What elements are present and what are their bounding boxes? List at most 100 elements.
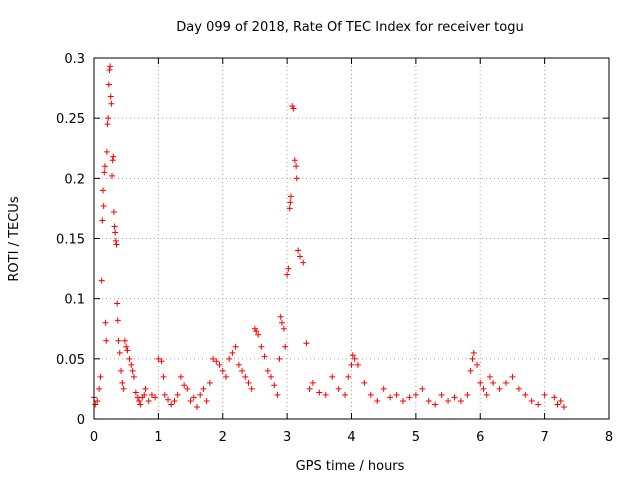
- x-tick-label: 5: [412, 430, 420, 445]
- data-point: [155, 355, 162, 362]
- data-point: [277, 313, 284, 320]
- data-point: [470, 349, 477, 356]
- data-point: [258, 343, 265, 350]
- x-tick-label: 1: [154, 430, 162, 445]
- data-point: [181, 382, 188, 389]
- data-point: [142, 385, 149, 392]
- x-tick-label: 0: [90, 430, 98, 445]
- data-point: [194, 403, 200, 410]
- data-point: [295, 247, 302, 254]
- grid-lines: [94, 58, 609, 419]
- data-point: [297, 253, 303, 260]
- data-point: [109, 157, 116, 164]
- data-point: [219, 367, 226, 374]
- data-point: [129, 367, 136, 374]
- data-point: [109, 172, 116, 179]
- data-point: [293, 163, 300, 170]
- data-point: [287, 193, 294, 200]
- data-point: [112, 237, 119, 244]
- data-point: [141, 391, 148, 398]
- data-point: [293, 175, 300, 182]
- data-point: [126, 355, 133, 362]
- data-point: [374, 397, 381, 404]
- data-point: [306, 385, 313, 392]
- data-point: [100, 203, 107, 210]
- data-point: [103, 148, 110, 155]
- data-point: [105, 81, 112, 88]
- data-point: [106, 67, 113, 74]
- x-tick-labels: 0 1 2 3 4 5 6 7 8: [90, 430, 613, 445]
- data-point: [486, 373, 493, 380]
- data-point: [239, 367, 246, 374]
- data-point: [451, 394, 458, 401]
- data-point: [280, 325, 287, 332]
- data-point: [118, 367, 125, 374]
- data-point: [248, 385, 255, 392]
- data-point: [123, 343, 130, 350]
- y-tick-label: 0.05: [56, 353, 85, 368]
- y-tick-labels: 0 0.05 0.1 0.15 0.2 0.25 0.3: [56, 52, 85, 428]
- data-point: [96, 385, 103, 392]
- data-point: [171, 397, 178, 404]
- data-point: [367, 391, 374, 398]
- data-point: [541, 391, 548, 398]
- data-point: [349, 352, 356, 359]
- data-point: [432, 401, 439, 408]
- data-point: [483, 391, 490, 398]
- x-tick-label: 2: [219, 430, 227, 445]
- data-point: [303, 340, 310, 347]
- data-point: [168, 401, 175, 408]
- data-point: [342, 391, 349, 398]
- x-tick-label: 4: [347, 430, 355, 445]
- data-point: [102, 319, 109, 326]
- data-point: [99, 217, 106, 224]
- data-point: [284, 271, 291, 278]
- data-point: [200, 385, 207, 392]
- data-point: [522, 391, 529, 398]
- data-point: [105, 115, 112, 122]
- data-point: [136, 397, 143, 404]
- data-point: [490, 379, 497, 386]
- data-point: [124, 347, 131, 354]
- data-point: [145, 397, 152, 404]
- data-point: [216, 361, 223, 368]
- x-tick-label: 3: [283, 430, 291, 445]
- data-point: [348, 361, 355, 368]
- data-point: [445, 397, 452, 404]
- data-point: [94, 397, 101, 404]
- data-point: [177, 373, 184, 380]
- data-point: [232, 343, 239, 350]
- data-point: [268, 373, 275, 380]
- data-point: [393, 391, 400, 398]
- data-point: [97, 373, 104, 380]
- data-point: [535, 401, 542, 408]
- data-point: [474, 361, 481, 368]
- data-point: [114, 317, 121, 324]
- data-point: [509, 373, 516, 380]
- data-point: [496, 385, 503, 392]
- data-point: [274, 391, 281, 398]
- data-point: [111, 223, 118, 230]
- data-point: [316, 389, 323, 396]
- data-point: [438, 391, 445, 398]
- data-point: [406, 394, 413, 401]
- data-point: [469, 355, 476, 362]
- data-point: [255, 331, 262, 338]
- data-point: [400, 397, 406, 404]
- data-point: [345, 373, 352, 380]
- data-point: [203, 397, 210, 404]
- x-tick-label: 6: [476, 430, 484, 445]
- data-point: [132, 389, 139, 396]
- data-point: [148, 391, 155, 398]
- axis-ticks: [93, 57, 610, 420]
- data-point: [113, 241, 120, 248]
- data-point: [354, 361, 361, 368]
- data-point: [528, 397, 535, 404]
- data-point: [226, 355, 233, 362]
- data-point: [287, 199, 294, 206]
- y-tick-label: 0: [77, 413, 85, 428]
- data-point: [335, 385, 342, 392]
- data-point: [184, 385, 191, 392]
- data-point: [286, 205, 293, 212]
